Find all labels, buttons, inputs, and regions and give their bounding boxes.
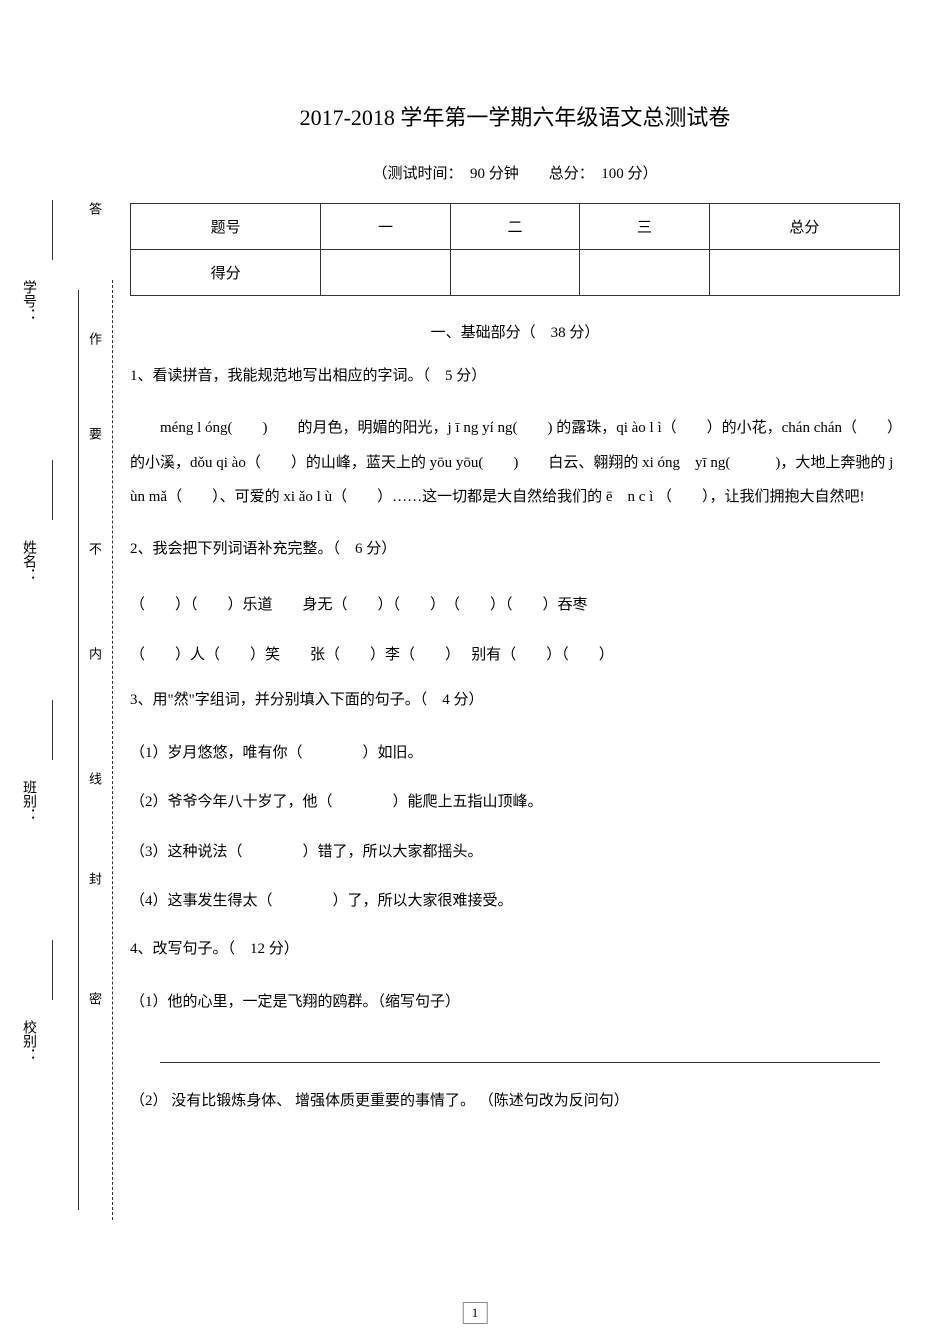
answer-line-4-1 [160, 1033, 880, 1063]
sidebar-fill-line [52, 460, 53, 520]
seal-line-char: 不 [85, 540, 104, 560]
question-3-1: （1）岁月悠悠，唯有你（ ）如旧。 [130, 735, 900, 773]
question-3-3: （3）这种说法（ ）错了，所以大家都摇头。 [130, 834, 900, 872]
score-table: 题号 一 二 三 总分 得分 [130, 203, 900, 296]
question-2: 2、我会把下列词语补充完整。（ 6 分） [130, 533, 900, 566]
question-4: 4、改写句子。（ 12 分） [130, 933, 900, 966]
question-2-line-2: （ ）人（ ）笑 张（ ）李（ ） 别有（ ）（ ） [130, 634, 900, 676]
sidebar-label: 学号： [18, 280, 38, 322]
seal-line-char: 要 [85, 425, 104, 445]
seal-line-char: 密 [85, 990, 104, 1010]
sidebar-label: 校别： [18, 1020, 38, 1062]
exam-title: 2017-2018 学年第一学期六年级语文总测试卷 [130, 100, 900, 132]
score-header-3: 三 [580, 204, 710, 250]
seal-line-char: 线 [85, 770, 104, 790]
dashed-seal-line [112, 280, 113, 1220]
sidebar-label: 姓名： [18, 540, 38, 582]
question-4-2: （2） 没有比锻炼身体、 增强体质更重要的事情了。 （陈述句改为反问句） [130, 1083, 900, 1121]
seal-line-char: 内 [85, 645, 104, 665]
seal-line-char: 作 [85, 330, 104, 350]
exam-subtitle: （测试时间： 90 分钟 总分： 100 分） [130, 162, 900, 183]
sidebar-label: 班别： [18, 780, 38, 822]
question-1: 1、看读拼音，我能规范地写出相应的字词。（ 5 分） [130, 360, 900, 393]
question-3: 3、用"然"字组词，并分别填入下面的句子。（ 4 分） [130, 684, 900, 717]
sidebar-fill-line [52, 200, 53, 260]
table-score-row: 得分 [131, 250, 900, 296]
score-cell-3 [580, 250, 710, 296]
score-header-1: 一 [321, 204, 451, 250]
sidebar-fill-line [52, 700, 53, 760]
page-number: 1 [463, 1302, 488, 1324]
score-cell-2 [450, 250, 580, 296]
question-2-line-1: （ ）（ ）乐道 身无（ ）（ ） （ ）（ ）吞枣 [130, 584, 900, 626]
question-1-paragraph: méng l óng( ) 的月色，明媚的阳光，j ī ng yí ng( ) … [130, 411, 900, 515]
score-cell-1 [321, 250, 451, 296]
seal-line-char: 封 [85, 870, 104, 890]
table-header-row: 题号 一 二 三 总分 [131, 204, 900, 250]
section-1-title: 一、基础部分（ 38 分） [130, 321, 900, 342]
score-cell-4 [709, 250, 899, 296]
score-row-label: 得分 [131, 250, 321, 296]
score-header-0: 题号 [131, 204, 321, 250]
sidebar-fill-line [52, 940, 53, 1000]
exam-content: 2017-2018 学年第一学期六年级语文总测试卷 （测试时间： 90 分钟 总… [130, 100, 920, 1121]
question-3-2: （2）爷爷今年八十岁了，他（ ）能爬上五指山顶峰。 [130, 784, 900, 822]
score-header-4: 总分 [709, 204, 899, 250]
score-header-2: 二 [450, 204, 580, 250]
solid-sidebar-line [78, 290, 79, 1210]
seal-line-char: 答 [85, 200, 104, 220]
question-4-1: （1）他的心里，一定是飞翔的鸥群。（缩写句子） [130, 984, 900, 1022]
question-3-4: （4）这事发生得太（ ）了，所以大家很难接受。 [130, 883, 900, 921]
